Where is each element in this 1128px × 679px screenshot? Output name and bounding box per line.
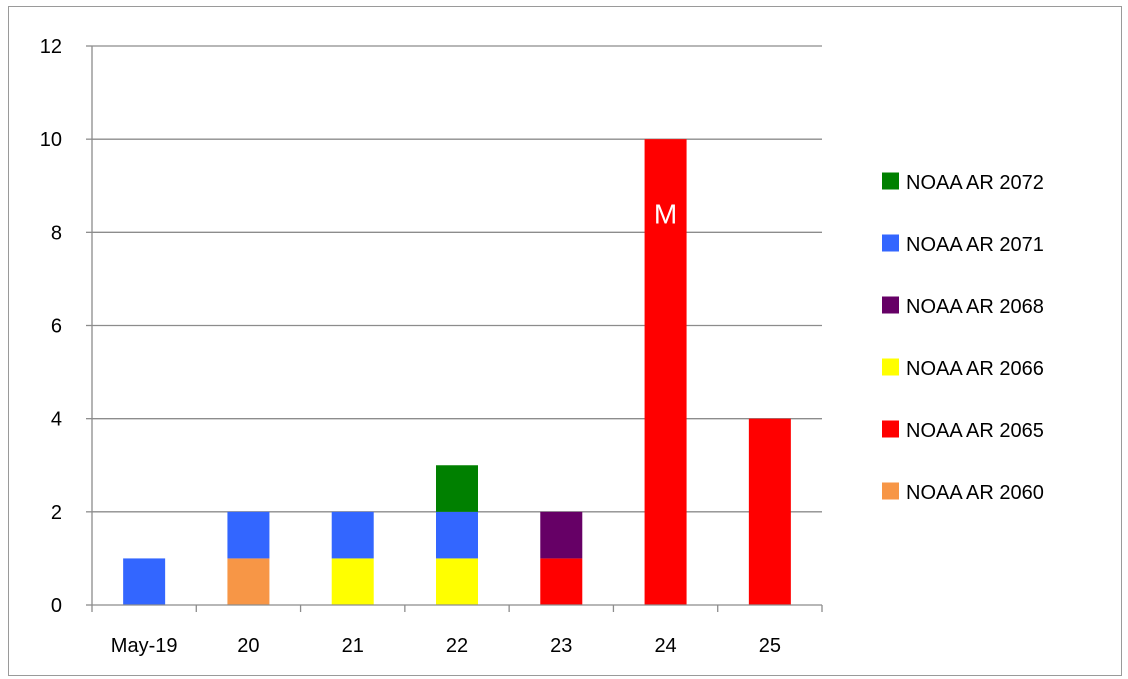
x-tick-label: 23 [550, 635, 572, 657]
bar-segment [436, 465, 478, 512]
x-tick-label: 22 [446, 635, 468, 657]
y-tick-label: 4 [51, 409, 62, 431]
bar-segment [436, 511, 478, 559]
x-tick-label: 25 [759, 635, 781, 657]
legend: NOAA AR 2072 NOAA AR 2071 NOAA AR 2068 NOAA… [882, 172, 1044, 504]
bar-segment [748, 418, 791, 605]
legend-swatch [882, 358, 899, 376]
y-tick-label: 8 [51, 222, 62, 244]
legend-label: NOAA AR 2071 [906, 234, 1044, 256]
legend-label: NOAA AR 2060 [906, 482, 1044, 504]
x-tick-label: 20 [237, 635, 259, 657]
y-tick-label: 12 [40, 36, 62, 58]
bar-segment [644, 139, 687, 605]
bar-annotation: M [654, 199, 677, 230]
legend-swatch [882, 482, 899, 500]
bar-segment [227, 511, 270, 559]
bar-segment [540, 511, 583, 559]
x-tick-label: May-19 [111, 635, 178, 657]
legend-label: NOAA AR 2068 [906, 296, 1044, 318]
legend-label: NOAA AR 2072 [906, 172, 1044, 194]
bar-segment [540, 558, 583, 605]
bars [123, 139, 791, 605]
legend-swatch [882, 420, 899, 438]
gridlines [92, 45, 822, 513]
y-tick-label: 6 [51, 316, 62, 338]
y-tick-label: 10 [40, 129, 62, 151]
bar-segment [123, 558, 166, 605]
legend-swatch [882, 234, 899, 252]
x-tick-label: 21 [342, 635, 364, 657]
y-tick-label: 2 [51, 502, 62, 524]
y-tick-label: 0 [51, 595, 62, 617]
bar-segment [436, 558, 478, 605]
bar-segment [331, 511, 374, 559]
x-tick-label: 24 [654, 635, 676, 657]
annotations: M [654, 199, 677, 230]
legend-label: NOAA AR 2065 [906, 420, 1044, 442]
legend-label: NOAA AR 2066 [906, 358, 1044, 380]
legend-swatch [882, 296, 899, 314]
legend-swatch [882, 172, 899, 190]
bar-segment [227, 558, 270, 605]
bar-segment [331, 558, 374, 605]
